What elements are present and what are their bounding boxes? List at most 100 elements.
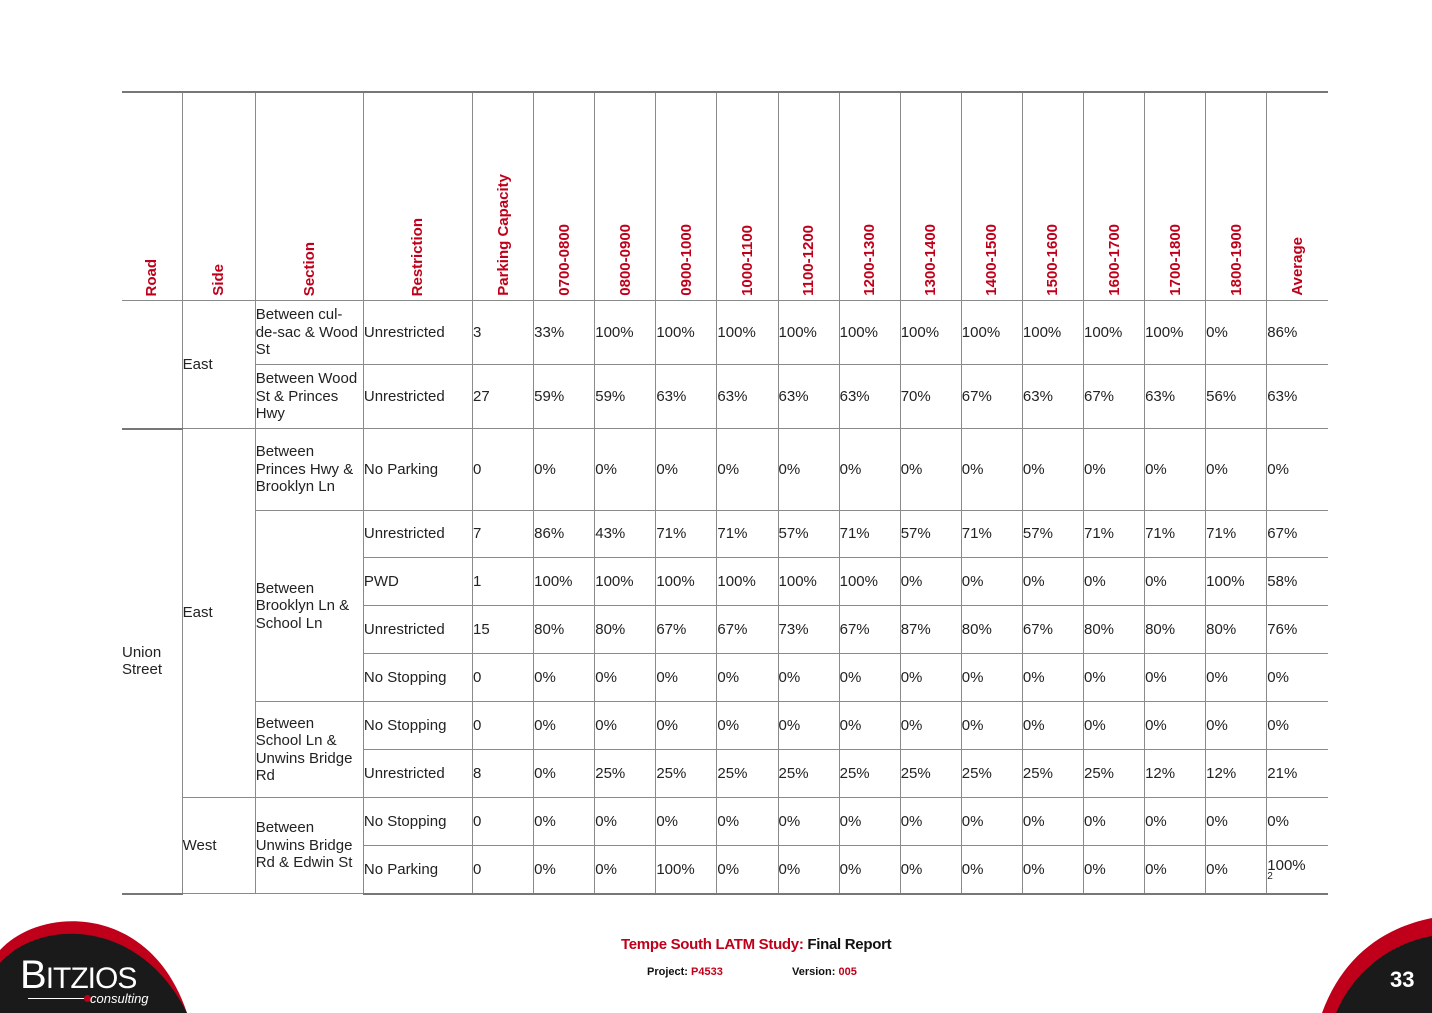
occupancy-cell: 0% — [655, 653, 718, 702]
occupancy-cell: 100% — [594, 300, 657, 365]
header-parking-capacity: Parking Capacity — [472, 91, 535, 301]
capacity-cell: 0 — [472, 845, 535, 895]
occupancy-cell: 0% — [838, 797, 901, 846]
occupancy-cell: 0% — [1144, 428, 1207, 511]
occupancy-cell: 63% — [716, 364, 779, 429]
occupancy-cell: 25% — [899, 749, 962, 798]
occupancy-cell: 0% — [594, 797, 657, 846]
occupancy-cell: 59% — [594, 364, 657, 429]
occupancy-cell: 0% — [899, 428, 962, 511]
occupancy-cell: 0% — [1021, 701, 1084, 750]
occupancy-cell: 25% — [1082, 749, 1146, 798]
occupancy-cell: 63% — [777, 364, 840, 429]
bitzios-logo-wordmark: BITZIOS — [20, 953, 137, 997]
header-time: 0800-0900 — [594, 91, 657, 301]
bitzios-logo-subtitle: consulting — [90, 991, 149, 1006]
occupancy-cell: 0% — [594, 845, 657, 895]
occupancy-cell: 0% — [777, 797, 840, 846]
header-section: Section — [254, 91, 364, 301]
occupancy-cell: 0% — [655, 797, 718, 846]
occupancy-cell: 0% — [594, 428, 657, 511]
capacity-cell: 0 — [472, 701, 535, 750]
occupancy-cell: 80% — [594, 605, 657, 654]
capacity-cell: 0 — [472, 797, 535, 846]
occupancy-cell: 63% — [655, 364, 718, 429]
header-time: 0900-1000 — [655, 91, 718, 301]
occupancy-cell: 71% — [655, 510, 718, 558]
occupancy-cell: 100% — [716, 557, 779, 606]
average-cell: 21% — [1266, 749, 1328, 798]
header-time: 1100-1200 — [777, 91, 840, 301]
table-row: Union Street East Between Princes Hwy & … — [122, 428, 1328, 895]
occupancy-cell: 0% — [1205, 797, 1268, 846]
capacity-cell: 27 — [472, 364, 535, 429]
occupancy-cell: 0% — [960, 653, 1023, 702]
occupancy-cell: 73% — [777, 605, 840, 654]
occupancy-cell: 67% — [716, 605, 779, 654]
occupancy-cell: 0% — [838, 701, 901, 750]
occupancy-cell: 0% — [716, 845, 779, 895]
occupancy-cell: 0% — [838, 653, 901, 702]
average-cell: 0% — [1266, 701, 1328, 750]
occupancy-cell: 0% — [1021, 653, 1084, 702]
occupancy-cell: 33% — [533, 300, 596, 365]
table-row: East Between cul-de-sac & Wood St Unrest… — [122, 300, 1328, 430]
occupancy-cell: 67% — [1021, 605, 1084, 654]
occupancy-cell: 57% — [899, 510, 962, 558]
capacity-cell: 3 — [472, 300, 535, 365]
occupancy-cell: 0% — [1144, 797, 1207, 846]
occupancy-cell: 25% — [838, 749, 901, 798]
occupancy-cell: 0% — [1144, 557, 1207, 606]
average-cell: 0% — [1266, 653, 1328, 702]
occupancy-cell: 80% — [960, 605, 1023, 654]
header-restriction: Restriction — [362, 91, 474, 301]
restriction-cell: Unrestricted — [362, 510, 474, 558]
occupancy-cell: 25% — [960, 749, 1023, 798]
occupancy-cell: 0% — [655, 428, 718, 511]
occupancy-cell: 86% — [533, 510, 596, 558]
average-value: 100% — [1267, 856, 1306, 874]
occupancy-cell: 67% — [1082, 364, 1146, 429]
occupancy-cell: 0% — [838, 845, 901, 895]
occupancy-cell: 25% — [655, 749, 718, 798]
capacity-cell: 7 — [472, 510, 535, 558]
occupancy-cell: 67% — [655, 605, 718, 654]
header-time: 1000-1100 — [716, 91, 779, 301]
average-cell: 76% — [1266, 605, 1328, 654]
occupancy-cell: 100% — [899, 300, 962, 365]
side-cell: East — [181, 300, 256, 429]
occupancy-cell: 0% — [533, 749, 596, 798]
occupancy-cell: 80% — [533, 605, 596, 654]
occupancy-cell: 0% — [1082, 797, 1146, 846]
restriction-cell: No Parking — [362, 428, 474, 511]
occupancy-cell: 67% — [838, 605, 901, 654]
occupancy-cell: 0% — [1082, 428, 1146, 511]
capacity-cell: 0 — [472, 653, 535, 702]
occupancy-cell: 0% — [899, 557, 962, 606]
restriction-cell: Unrestricted — [362, 749, 474, 798]
occupancy-cell: 0% — [960, 701, 1023, 750]
occupancy-cell: 100% — [777, 557, 840, 606]
project-info: Project: P4533 — [647, 966, 723, 978]
road-cell: Union Street — [122, 428, 183, 895]
occupancy-cell: 80% — [1205, 605, 1268, 654]
footnote-marker: 2 — [1267, 871, 1273, 882]
section-cell: Between cul-de-sac & Wood St — [254, 300, 364, 365]
header-time: 1300-1400 — [899, 91, 962, 301]
occupancy-cell: 0% — [1205, 653, 1268, 702]
occupancy-cell: 71% — [1082, 510, 1146, 558]
occupancy-cell: 25% — [777, 749, 840, 798]
occupancy-cell: 0% — [1082, 845, 1146, 895]
header-time: 1800-1900 — [1205, 91, 1268, 301]
occupancy-cell: 57% — [1021, 510, 1084, 558]
bitzios-logo-shape — [0, 921, 187, 1013]
occupancy-cell: 0% — [533, 845, 596, 895]
header-time: 1600-1700 — [1082, 91, 1146, 301]
occupancy-cell: 71% — [838, 510, 901, 558]
header-average: Average — [1266, 91, 1328, 301]
header-time: 1400-1500 — [960, 91, 1023, 301]
occupancy-cell: 100% — [655, 300, 718, 365]
occupancy-cell: 71% — [1144, 510, 1207, 558]
occupancy-cell: 12% — [1144, 749, 1207, 798]
occupancy-cell: 0% — [1082, 653, 1146, 702]
